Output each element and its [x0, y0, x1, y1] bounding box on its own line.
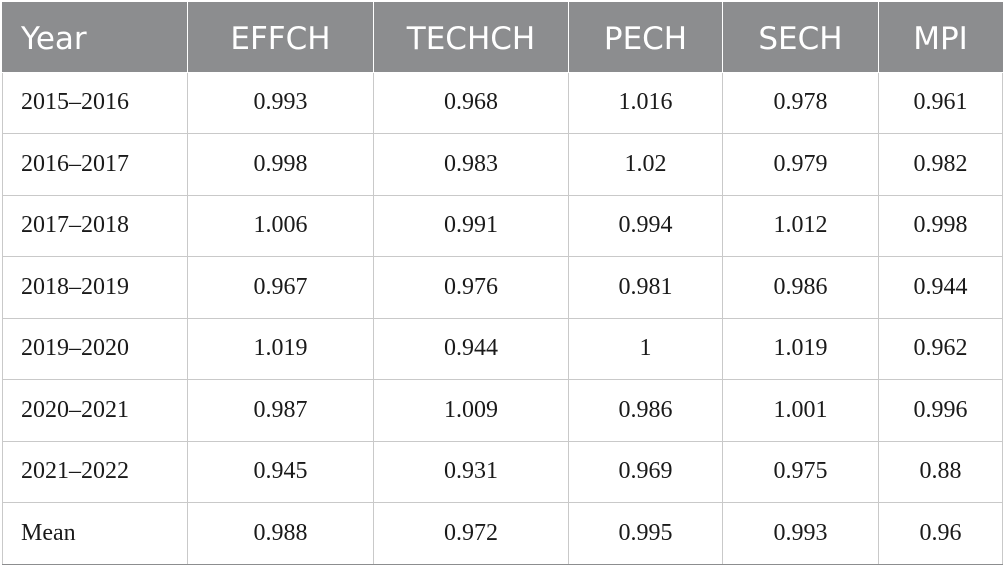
cell-sech: 1.012: [722, 194, 879, 257]
cell-pech: 1: [568, 317, 723, 380]
cell-sech: 0.978: [722, 71, 879, 134]
cell-mpi: 0.88: [878, 440, 1003, 503]
cell-pech: 0.995: [568, 502, 723, 565]
row-label: 2021–2022: [2, 440, 188, 503]
cell-mpi: 0.961: [878, 71, 1003, 134]
cell-effch: 0.993: [187, 71, 374, 134]
cell-techch: 0.968: [373, 71, 569, 134]
row-label: Mean: [2, 502, 188, 565]
cell-effch: 0.987: [187, 379, 374, 442]
cell-sech: 1.019: [722, 317, 879, 380]
table-row: 2015–2016 0.993 0.968 1.016 0.978 0.961: [2, 71, 1003, 134]
cell-mpi: 0.998: [878, 194, 1003, 257]
cell-mpi: 0.996: [878, 379, 1003, 442]
cell-pech: 0.981: [568, 256, 723, 319]
cell-pech: 1.016: [568, 71, 723, 134]
row-label: 2020–2021: [2, 379, 188, 442]
column-header-mpi: MPI: [878, 2, 1003, 73]
cell-sech: 0.975: [722, 440, 879, 503]
cell-techch: 0.972: [373, 502, 569, 565]
cell-techch: 0.931: [373, 440, 569, 503]
column-header-effch: EFFCH: [187, 2, 374, 73]
cell-techch: 0.991: [373, 194, 569, 257]
cell-effch: 0.998: [187, 133, 374, 196]
cell-techch: 0.976: [373, 256, 569, 319]
table-row: 2021–2022 0.945 0.931 0.969 0.975 0.88: [2, 440, 1003, 503]
column-header-sech: SECH: [722, 2, 879, 73]
row-label: 2018–2019: [2, 256, 188, 319]
cell-sech: 0.993: [722, 502, 879, 565]
cell-mpi: 0.944: [878, 256, 1003, 319]
row-label: 2016–2017: [2, 133, 188, 196]
cell-pech: 0.986: [568, 379, 723, 442]
cell-techch: 0.944: [373, 317, 569, 380]
table-row: 2019–2020 1.019 0.944 1 1.019 0.962: [2, 317, 1003, 380]
cell-techch: 0.983: [373, 133, 569, 196]
header-row: Year EFFCH TECHCH PECH SECH MPI: [2, 2, 1003, 73]
cell-pech: 0.969: [568, 440, 723, 503]
cell-effch: 0.967: [187, 256, 374, 319]
table-row: 2020–2021 0.987 1.009 0.986 1.001 0.996: [2, 379, 1003, 442]
cell-effch: 0.945: [187, 440, 374, 503]
cell-mpi: 0.962: [878, 317, 1003, 380]
row-label: 2015–2016: [2, 71, 188, 134]
cell-pech: 1.02: [568, 133, 723, 196]
cell-mpi: 0.982: [878, 133, 1003, 196]
cell-mpi: 0.96: [878, 502, 1003, 565]
table-row: 2017–2018 1.006 0.991 0.994 1.012 0.998: [2, 194, 1003, 257]
table-header: Year EFFCH TECHCH PECH SECH MPI: [2, 2, 1003, 73]
row-label: 2019–2020: [2, 317, 188, 380]
table-row: 2018–2019 0.967 0.976 0.981 0.986 0.944: [2, 256, 1003, 319]
table-row-mean: Mean 0.988 0.972 0.995 0.993 0.96: [2, 502, 1003, 565]
data-table: Year EFFCH TECHCH PECH SECH MPI 2015–201…: [2, 2, 1003, 565]
table-row: 2016–2017 0.998 0.983 1.02 0.979 0.982: [2, 133, 1003, 196]
cell-techch: 1.009: [373, 379, 569, 442]
cell-pech: 0.994: [568, 194, 723, 257]
column-header-pech: PECH: [568, 2, 723, 73]
cell-sech: 0.986: [722, 256, 879, 319]
cell-effch: 1.006: [187, 194, 374, 257]
column-header-year: Year: [2, 2, 188, 73]
cell-effch: 0.988: [187, 502, 374, 565]
cell-sech: 1.001: [722, 379, 879, 442]
cell-sech: 0.979: [722, 133, 879, 196]
column-header-techch: TECHCH: [373, 2, 569, 73]
table-body: 2015–2016 0.993 0.968 1.016 0.978 0.961 …: [2, 71, 1003, 565]
row-label: 2017–2018: [2, 194, 188, 257]
cell-effch: 1.019: [187, 317, 374, 380]
